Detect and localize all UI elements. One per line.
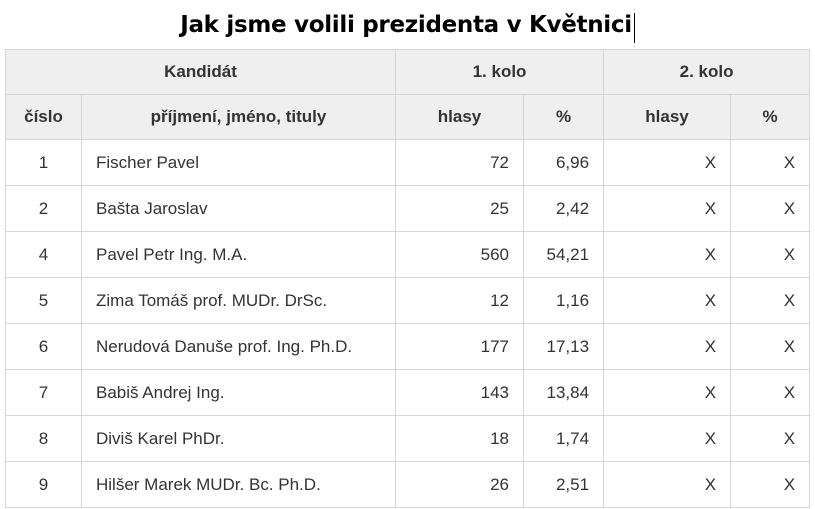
cell-name: Bašta Jaroslav [80,185,397,232]
table-row: 8 Diviš Karel PhDr. 18 1,74 X X [5,415,811,462]
cell-r1-percent: 1,16 [523,277,605,324]
cell-r1-votes: 12 [395,277,525,324]
header-r1-votes: hlasy [395,94,525,140]
cell-r2-percent: X [730,231,811,278]
header-column-row: číslo příjmení, jméno, tituly hlasy % hl… [5,94,811,140]
header-number: číslo [5,94,82,140]
cell-number: 1 [5,139,82,186]
cell-r2-percent: X [730,369,811,416]
cell-r1-percent: 2,42 [523,185,605,232]
cell-r2-votes: X [603,415,732,462]
header-r1-percent: % [523,94,605,140]
table-row: 4 Pavel Petr Ing. M.A. 560 54,21 X X [5,231,811,278]
cell-name: Nerudová Danuše prof. Ing. Ph.D. [80,323,397,370]
table-header: Kandidát 1. kolo 2. kolo číslo příjmení,… [4,49,811,140]
cell-r2-votes: X [603,185,732,232]
cell-r2-votes: X [603,277,732,324]
cell-name: Pavel Petr Ing. M.A. [80,231,397,278]
cell-r1-percent: 6,96 [523,139,605,186]
cell-number: 5 [5,277,82,324]
cell-number: 2 [5,185,82,232]
text-cursor [633,12,635,43]
cell-r1-votes: 25 [395,185,525,232]
cell-r1-votes: 18 [395,415,525,462]
cell-r1-percent: 17,13 [523,323,605,370]
cell-r1-percent: 2,51 [523,461,605,508]
header-round-2: 2. kolo [603,49,811,95]
table-body: 1 Fischer Pavel 72 6,96 X X 2 Bašta Jaro… [5,139,811,508]
cell-r2-percent: X [730,139,811,186]
header-group-row: Kandidát 1. kolo 2. kolo [4,49,811,95]
table-row: 2 Bašta Jaroslav 25 2,42 X X [5,185,811,232]
page-title: Jak jsme volili prezidenta v Květnici [180,12,632,38]
header-r2-votes: hlasy [603,94,732,140]
cell-r1-votes: 560 [395,231,525,278]
header-round-1: 1. kolo [395,49,605,95]
cell-r2-percent: X [730,461,811,508]
cell-number: 7 [5,369,82,416]
table-row: 1 Fischer Pavel 72 6,96 X X [5,139,811,186]
cell-r1-percent: 13,84 [523,369,605,416]
cell-r2-votes: X [603,139,732,186]
cell-r1-percent: 54,21 [523,231,605,278]
cell-r2-votes: X [603,231,732,278]
cell-name: Fischer Pavel [80,139,397,186]
cell-number: 6 [5,323,82,370]
cell-r2-percent: X [730,185,811,232]
results-table: Kandidát 1. kolo 2. kolo číslo příjmení,… [4,49,811,508]
header-r2-percent: % [730,94,811,140]
cell-r2-percent: X [730,323,811,370]
cell-r2-percent: X [730,415,811,462]
cell-number: 4 [5,231,82,278]
table-row: 6 Nerudová Danuše prof. Ing. Ph.D. 177 1… [5,323,811,370]
cell-number: 9 [5,461,82,508]
table-row: 9 Hilšer Marek MUDr. Bc. Ph.D. 26 2,51 X… [5,461,811,508]
cell-name: Diviš Karel PhDr. [80,415,397,462]
cell-r1-votes: 26 [395,461,525,508]
cell-r2-votes: X [603,323,732,370]
cell-r1-votes: 177 [395,323,525,370]
header-candidate: Kandidát [4,49,397,95]
cell-r2-votes: X [603,369,732,416]
cell-r2-votes: X [603,461,732,508]
table-row: 7 Babiš Andrej Ing. 143 13,84 X X [5,369,811,416]
cell-name: Hilšer Marek MUDr. Bc. Ph.D. [80,461,397,508]
cell-r1-votes: 143 [395,369,525,416]
header-name: příjmení, jméno, tituly [80,94,397,140]
cell-name: Zima Tomáš prof. MUDr. DrSc. [80,277,397,324]
cell-r2-percent: X [730,277,811,324]
cell-r1-percent: 1,74 [523,415,605,462]
cell-name: Babiš Andrej Ing. [80,369,397,416]
cell-number: 8 [5,415,82,462]
table-row: 5 Zima Tomáš prof. MUDr. DrSc. 12 1,16 X… [5,277,811,324]
cell-r1-votes: 72 [395,139,525,186]
title-bar: Jak jsme volili prezidenta v Květnici [0,6,815,44]
